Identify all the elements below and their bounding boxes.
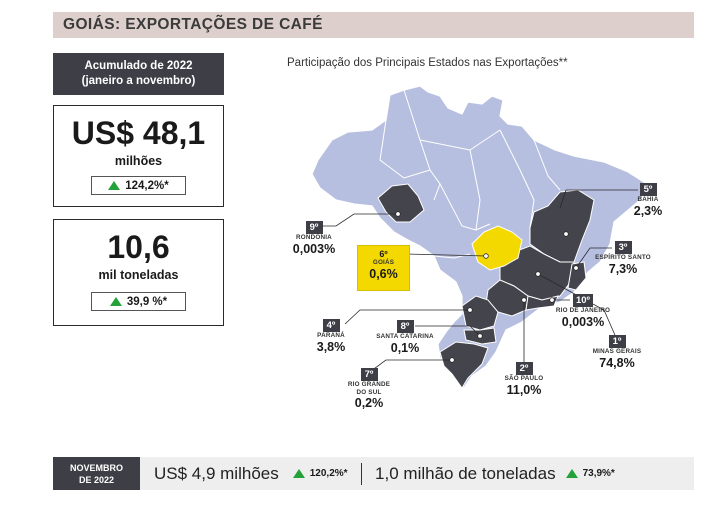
state-name: RONDÔNIA [296, 234, 332, 241]
state-markers [395, 211, 579, 363]
state-share: 0,2% [354, 396, 384, 410]
state-name: ESPÍRITO SANTO [595, 254, 651, 261]
rio-grande-do-sul-shape [439, 341, 489, 389]
state-name: RIO DE JANEIRO [555, 307, 611, 314]
goias-shape [471, 225, 523, 271]
accumulated-header: Acumulado de 2022 (janeiro a novembro) [53, 53, 224, 95]
page-title: GOIÁS: EXPORTAÇÕES DE CAFÉ [63, 16, 323, 33]
state-borders [379, 89, 561, 259]
state-name: SANTA CATARINA [376, 333, 434, 340]
volume-change: 39,9 %* [126, 295, 168, 308]
state-name: MINAS GERAIS [592, 348, 642, 355]
accumulated-label: Acumulado de 2022 [84, 60, 193, 72]
parana-shape [461, 295, 499, 331]
export-value-unit: milhões [114, 154, 163, 168]
up-arrow-icon [109, 297, 122, 306]
rondonia-shape [377, 183, 425, 223]
state-share: 0,003% [561, 314, 605, 329]
map-title: Participação dos Principais Estados nas … [287, 57, 568, 69]
state-name: RIO GRANDE [347, 381, 391, 388]
title-bar: GOIÁS: EXPORTAÇÕES DE CAFÉ [53, 12, 694, 38]
label-bahia: 5º BAHIA 2,3% [631, 183, 665, 218]
state-share: 0,1% [390, 340, 420, 355]
november-volume: 1,0 milhão de toneladas [375, 463, 556, 483]
up-arrow-icon [292, 469, 305, 478]
november-value-change: 120,2%* [309, 468, 348, 479]
rank-badge: 5º [639, 183, 657, 196]
rank-badge: 6º [379, 249, 388, 259]
state-name-cont: DO SUL [356, 388, 382, 396]
label-goias: 6º GOIÁS 0,6% [357, 245, 410, 291]
november-bar [53, 457, 694, 490]
divider [360, 462, 363, 485]
november-stats: US$ 4,9 milhões 120,2%* 1,0 milhão de to… [154, 457, 615, 490]
state-name: GOIÁS [372, 259, 395, 266]
rank-badge: 3º [614, 241, 632, 254]
export-volume: 10,6 [107, 229, 170, 265]
november-month: NOVEMBRO [69, 462, 123, 473]
state-share: 74,8% [599, 355, 635, 370]
rank-badge: 2º [515, 362, 533, 375]
state-share: 3,8% [316, 339, 346, 354]
state-name: SÃO PAULO [504, 375, 544, 382]
state-name: BAHIA [637, 196, 659, 203]
rank-badge: 8º [396, 320, 414, 333]
state-share: 7,3% [608, 261, 638, 276]
label-espirito-santo: 3º ESPÍRITO SANTO 7,3% [594, 241, 652, 276]
volume-box: 10,6 mil toneladas 39,9 %* [53, 219, 224, 326]
state-name: PARANÁ [317, 332, 345, 339]
november-label: NOVEMBRO DE 2022 [53, 457, 140, 490]
rank-badge: 10º [573, 294, 593, 307]
espirito-santo-shape [567, 261, 587, 291]
rank-badge: 1º [608, 335, 626, 348]
rank-badge: 4º [322, 319, 340, 332]
value-change: 124,2%* [125, 179, 169, 192]
value-box: US$ 48,1 milhões 124,2%* [53, 105, 224, 207]
rank-badge: 9º [305, 221, 323, 234]
accumulated-period: (janeiro a novembro) [81, 75, 196, 87]
up-arrow-icon [565, 469, 578, 478]
label-parana: 4º PARANÁ 3,8% [311, 319, 351, 354]
export-volume-unit: mil toneladas [98, 268, 179, 282]
state-share: 2,3% [633, 203, 663, 218]
label-rondonia: 9º RONDÔNIA 0,003% [285, 221, 343, 256]
state-share: 0,6% [369, 266, 398, 281]
state-share: 0,003% [292, 241, 336, 256]
label-santa-catarina: 8º SANTA CATARINA 0,1% [374, 320, 436, 355]
export-value: US$ 48,1 [71, 115, 206, 151]
november-value: US$ 4,9 milhões [154, 463, 279, 483]
state-share: 11,0% [506, 382, 542, 397]
label-sao-paulo: 2º SÃO PAULO 11,0% [500, 362, 548, 397]
label-rio-de-janeiro: 10º RIO DE JANEIRO 0,003% [553, 294, 613, 329]
label-minas-gerais: 1º MINAS GERAIS 74,8% [591, 335, 643, 370]
label-rio-grande-do-sul: 7º RIO GRANDE DO SUL 0,2% [346, 368, 392, 410]
value-change-badge: 124,2%* [91, 176, 186, 195]
up-arrow-icon [108, 181, 121, 190]
november-year: DE 2022 [78, 474, 115, 485]
volume-change-badge: 39,9 %* [91, 292, 186, 311]
november-volume-change: 73,9%* [582, 468, 615, 479]
rank-badge: 7º [360, 368, 378, 381]
